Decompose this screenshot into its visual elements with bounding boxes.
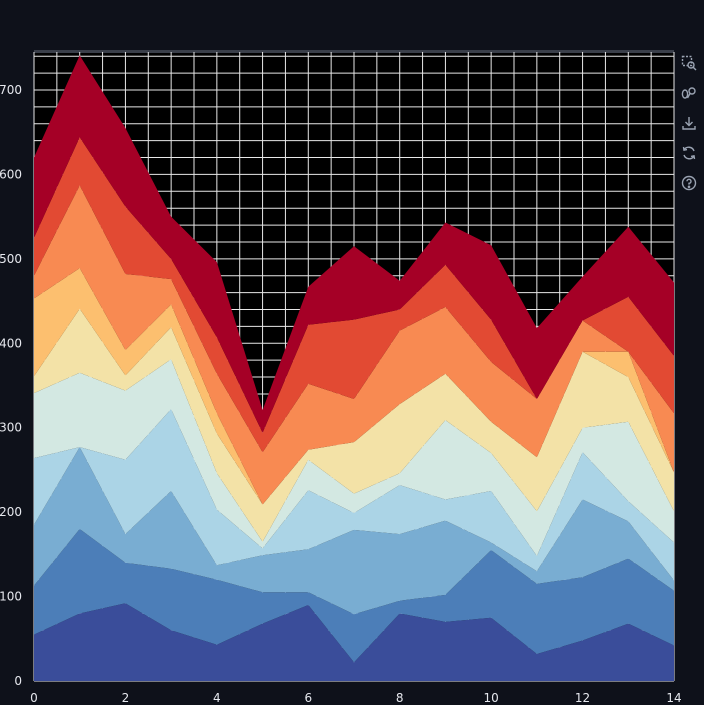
x-tick-label: 8 [396,691,404,705]
area-series-10 [34,55,674,433]
reset-zoom-icon [681,87,696,99]
download-button[interactable] [678,110,700,136]
help-icon [681,175,697,191]
y-axis: 0 100 200 300 400 500 600 700 [0,83,22,688]
x-tick-label: 0 [30,691,38,705]
y-tick-label: 400 [0,336,22,350]
area-series-2 [34,529,674,663]
area-series-5 [34,359,674,556]
help-button[interactable] [678,170,700,196]
x-tick-label: 14 [666,691,681,705]
y-tick-label: 700 [0,83,22,97]
x-tick-label: 10 [484,691,499,705]
area-series-4 [34,409,674,581]
download-icon [682,117,696,130]
area-series-1 [34,603,674,681]
x-axis: 0 2 4 6 8 10 12 14 [30,691,681,705]
chart-toolbar [678,50,702,200]
x-tick-label: 6 [304,691,312,705]
y-tick-label: 600 [0,167,22,181]
area-series-8 [34,185,674,505]
refresh-icon [682,146,696,160]
area-series-9 [34,137,674,453]
y-tick-label: 300 [0,421,22,435]
zoom-select-icon [681,55,697,71]
reset-zoom-button[interactable] [678,80,700,106]
refresh-button[interactable] [678,140,700,166]
area-series-group [34,55,674,681]
area-series-3 [34,447,674,615]
zoom-select-button[interactable] [678,50,700,76]
y-tick-label: 500 [0,252,22,266]
plot-top-bar [34,50,674,53]
y-tick-label: 100 [0,590,22,604]
x-tick-label: 2 [122,691,130,705]
x-tick-label: 4 [213,691,221,705]
x-tick-label: 12 [575,691,590,705]
y-tick-label: 0 [14,674,22,688]
y-tick-label: 200 [0,505,22,519]
